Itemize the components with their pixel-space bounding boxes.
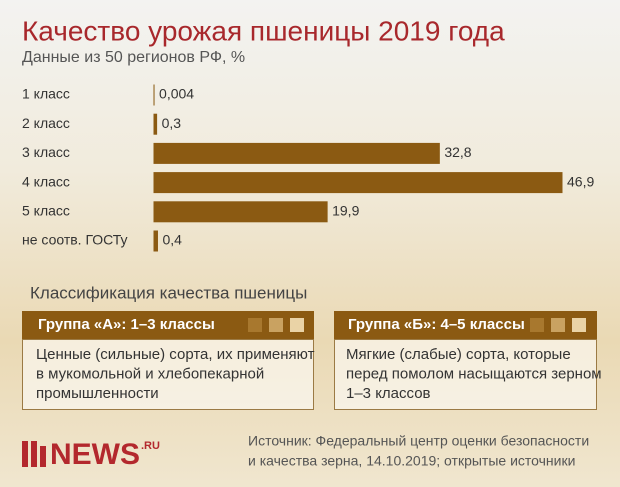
group-body (334, 339, 597, 410)
category-label: 4 класс (22, 173, 70, 189)
logo-icon (40, 446, 46, 467)
deco-square (290, 318, 304, 332)
logo-text: NEWS (50, 438, 140, 471)
group-text: Ценные (сильные) сорта, их применяют (36, 346, 315, 363)
group-text: перед помолом насыщаются зерном (346, 365, 602, 382)
group-body (22, 339, 314, 410)
chart-subtitle: Данные из 50 регионов РФ, % (22, 49, 245, 66)
value-label: 46,9 (567, 173, 594, 189)
category-label: 3 класс (22, 144, 70, 160)
value-label: 0,004 (159, 86, 194, 102)
logo: NEWS .RU (22, 438, 160, 471)
deco-square (248, 318, 262, 332)
group-text: Мягкие (слабые) сорта, которые (346, 346, 571, 363)
source-text: и качества зерна, 14.10.2019; открытые и… (248, 453, 575, 469)
value-label: 32,8 (444, 144, 471, 160)
group-text: в мукомольной и хлебопекарной (36, 365, 264, 382)
value-label: 0,4 (162, 232, 182, 248)
category-label: 1 класс (22, 86, 70, 102)
logo-icon (22, 441, 28, 467)
bar (153, 113, 158, 135)
category-label: 2 класс (22, 115, 70, 131)
bar (153, 142, 440, 164)
category-label: не соотв. ГОСТу (22, 232, 128, 248)
bar (153, 201, 328, 223)
deco-square (551, 318, 565, 332)
logo-icon (31, 441, 37, 467)
group-header-bg (22, 311, 314, 339)
section-title: Классификация качества пшеницы (30, 283, 307, 302)
deco-square (530, 318, 544, 332)
category-label: 5 класс (22, 203, 70, 219)
group-text: 1–3 классов (346, 385, 431, 402)
group-b (334, 311, 597, 410)
source-text: Источник: Федеральный центр оценки безоп… (248, 433, 589, 449)
deco-square (572, 318, 586, 332)
chart-title: Качество урожая пшеницы 2019 года (22, 15, 505, 46)
group-header: Группа «Б»: 4–5 классы (348, 316, 525, 333)
bar (153, 230, 158, 252)
group-a (22, 311, 314, 410)
deco-square (269, 318, 283, 332)
value-label: 0,3 (162, 115, 182, 131)
group-header: Группа «А»: 1–3 классы (38, 316, 215, 333)
logo-suffix: .RU (141, 440, 160, 452)
group-text: промышленности (36, 385, 159, 402)
value-label: 19,9 (332, 203, 359, 219)
bar (153, 172, 563, 194)
